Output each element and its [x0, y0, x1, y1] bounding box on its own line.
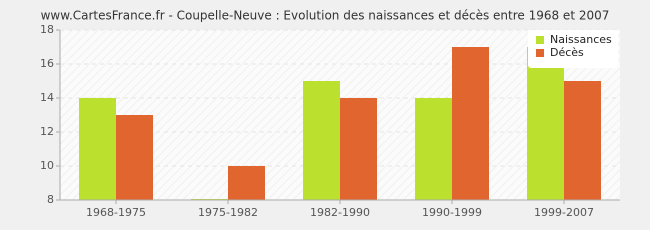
- y-tick-label: 8: [47, 193, 54, 206]
- y-tick-label: 16: [40, 57, 54, 70]
- x-tick-label: 1999-2007: [534, 206, 594, 219]
- bar: [564, 81, 601, 200]
- legend-box: [528, 30, 618, 68]
- y-tick-label: 10: [40, 159, 54, 172]
- chart-title: www.CartesFrance.fr - Coupelle-Neuve : E…: [41, 9, 610, 23]
- y-tick-label: 12: [40, 125, 54, 138]
- legend-label: Naissances: [550, 33, 612, 46]
- x-tick-label: 1975-1982: [198, 206, 258, 219]
- x-tick-label: 1968-1975: [86, 206, 146, 219]
- bar: [340, 98, 377, 200]
- chart: www.CartesFrance.fr - Coupelle-Neuve : E…: [0, 0, 650, 230]
- y-tick-label: 18: [40, 23, 54, 36]
- legend-swatch: [536, 36, 544, 44]
- bar: [415, 98, 452, 200]
- y-tick-label: 14: [40, 91, 54, 104]
- bar: [228, 166, 265, 200]
- bar: [116, 115, 153, 200]
- bar: [79, 98, 116, 200]
- x-tick-label: 1990-1999: [422, 206, 482, 219]
- bar: [303, 81, 340, 200]
- x-tick-label: 1982-1990: [310, 206, 370, 219]
- bar: [527, 47, 564, 200]
- bar: [452, 47, 489, 200]
- legend-label: Décès: [550, 46, 584, 59]
- legend-swatch: [536, 49, 544, 57]
